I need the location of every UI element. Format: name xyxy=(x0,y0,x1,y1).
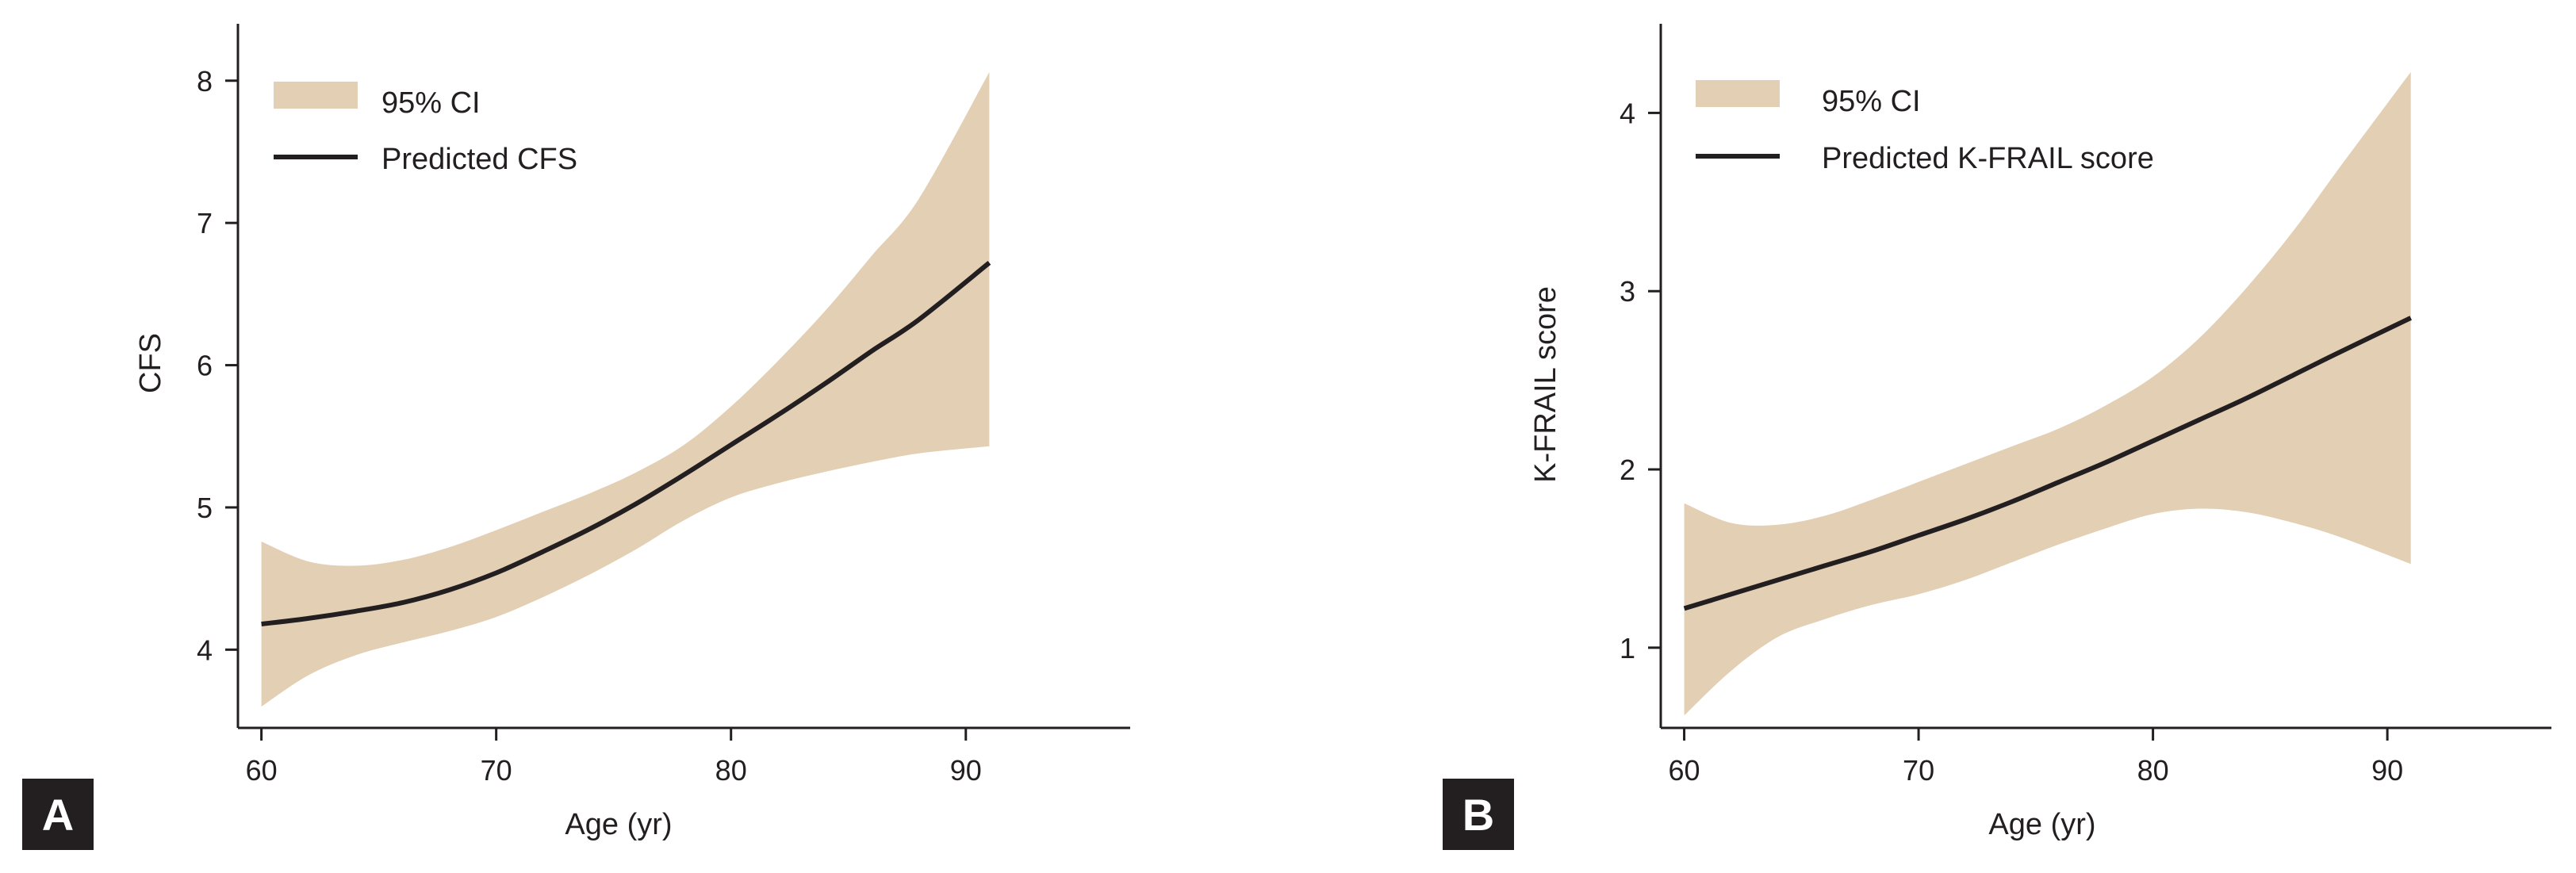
legend-ci-label-a: 95% CI xyxy=(381,86,481,120)
predicted-line-a xyxy=(261,261,991,626)
panel-label-b: B xyxy=(1462,790,1494,840)
y-axis-title-b: K-FRAIL score xyxy=(1529,286,1562,483)
x-ticks-a: 60 70 80 90 xyxy=(246,728,982,787)
y-tick-label: 4 xyxy=(197,634,213,666)
y-tick-label: 5 xyxy=(197,492,213,524)
x-tick-label: 60 xyxy=(1669,754,1700,787)
y-axis-title-a: CFS xyxy=(134,333,167,393)
x-tick-label: 80 xyxy=(2137,754,2169,787)
panel-badge-a xyxy=(22,779,94,850)
panel-badge-b xyxy=(1443,779,1514,850)
predicted-line-b xyxy=(1683,316,2413,611)
x-axis-title-a: Age (yr) xyxy=(565,808,672,841)
y-tick-label: 3 xyxy=(1620,275,1635,308)
panel-label-a: A xyxy=(42,790,74,840)
x-tick-label: 90 xyxy=(950,754,982,787)
x-ticks-b: 60 70 80 90 xyxy=(1669,728,2403,787)
legend-ci-swatch-a xyxy=(274,82,358,109)
legend-ci-label-b: 95% CI xyxy=(1822,85,1921,118)
y-tick-label: 1 xyxy=(1620,632,1635,664)
panel-b: 1 2 3 4 60 70 80 90 K-FRAIL score Age (yr) 95%… xyxy=(1443,24,2551,850)
panel-a: 4 5 6 7 8 60 70 80 90 CFS Age (yr) 95% CI Predi… xyxy=(22,24,1130,850)
x-tick-label: 70 xyxy=(481,754,512,787)
y-tick-label: 4 xyxy=(1620,97,1635,129)
x-tick-label: 90 xyxy=(2371,754,2403,787)
legend-ci-swatch-b xyxy=(1696,80,1780,107)
y-ticks-a: 4 5 6 7 8 xyxy=(197,65,238,666)
x-tick-label: 60 xyxy=(246,754,278,787)
ci-band-a xyxy=(261,72,990,707)
y-tick-label: 7 xyxy=(197,207,213,239)
x-tick-label: 80 xyxy=(715,754,747,787)
y-ticks-b: 1 2 3 4 xyxy=(1620,97,1661,664)
x-tick-label: 70 xyxy=(1903,754,1934,787)
y-tick-label: 8 xyxy=(197,65,213,98)
y-tick-label: 6 xyxy=(197,350,213,382)
legend-line-label-a: Predicted CFS xyxy=(381,143,577,176)
x-axis-title-b: Age (yr) xyxy=(1988,808,2095,841)
legend-line-label-b: Predicted K-FRAIL score xyxy=(1822,142,2154,175)
y-tick-label: 2 xyxy=(1620,454,1635,486)
